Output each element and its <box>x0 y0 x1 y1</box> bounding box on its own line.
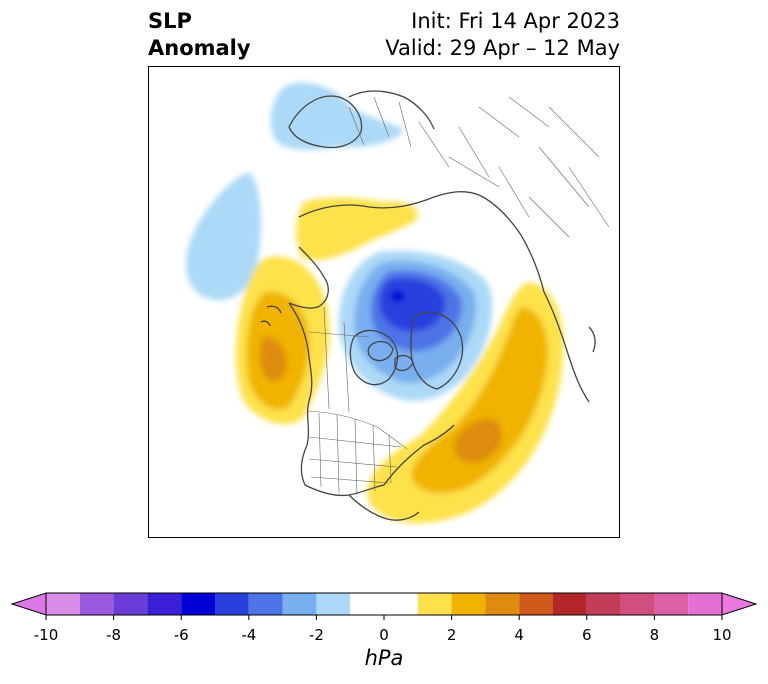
colorbar-bin <box>79 593 114 615</box>
colorbar-tick-label: -4 <box>241 626 257 644</box>
colorbar-tick-label: 6 <box>582 626 592 644</box>
colorbar-bin <box>316 593 351 615</box>
siberia-positive-anomaly <box>296 197 418 261</box>
colorbar-unit-label: hPa <box>364 646 404 670</box>
colorbar-extend-under <box>10 592 47 616</box>
colorbar-bin <box>350 593 418 615</box>
colorbar-bin <box>248 593 283 615</box>
colorbar-tick-label: 4 <box>514 626 524 644</box>
colorbar-bin <box>620 593 655 615</box>
init-date: Init: Fri 14 Apr 2023 <box>411 9 620 33</box>
valid-period: Valid: 29 Apr – 12 May <box>385 36 620 60</box>
colorbar-bin <box>553 593 587 615</box>
pacific-negative-anomaly <box>186 172 261 301</box>
colorbar-tick-label: 8 <box>649 626 660 644</box>
map-title: SLP Anomaly <box>148 8 251 62</box>
colorbar-bin <box>147 593 182 615</box>
colorbar-bin <box>586 593 621 615</box>
arctic-core-6 <box>391 290 405 302</box>
colorbar-tick-label: -8 <box>106 626 122 644</box>
polar-stereographic-map <box>148 66 620 538</box>
colorbar-bin <box>654 593 689 615</box>
colorbar-bin <box>688 593 722 615</box>
anomaly-shading <box>186 82 564 524</box>
europe-negative-anomaly <box>270 82 404 150</box>
colorbar-tick-label: 2 <box>446 626 457 644</box>
pnw-core-3 <box>259 336 287 382</box>
atl-core-2 <box>411 307 548 494</box>
map-date-info: Init: Fri 14 Apr 2023 Valid: 29 Apr – 12… <box>385 8 620 62</box>
colorbar-bin <box>485 593 520 615</box>
colorbar-bin <box>417 593 452 615</box>
colorbar-tick-label: 0 <box>379 626 389 644</box>
colorbar-bin <box>46 593 80 615</box>
colorbar-bin <box>181 593 215 615</box>
colorbar-bin <box>282 593 317 615</box>
atl-core-3 <box>453 418 502 463</box>
colorbar-tick-label: 10 <box>712 626 732 644</box>
colorbar-bin <box>215 593 249 615</box>
colorbar-bin <box>451 593 486 615</box>
coastlines <box>260 90 596 521</box>
colorbar-tick-label: -2 <box>308 626 324 644</box>
colorbar-tick-label: -6 <box>173 626 189 644</box>
colorbar <box>10 592 758 620</box>
title-quantity: Anomaly <box>148 36 251 60</box>
colorbar-bin <box>519 593 553 615</box>
colorbar-extend-over <box>721 592 758 616</box>
colorbar-bin <box>113 593 148 615</box>
political-borders <box>306 96 610 496</box>
colorbar-tick-label: -10 <box>33 626 59 644</box>
title-variable: SLP <box>148 9 192 33</box>
